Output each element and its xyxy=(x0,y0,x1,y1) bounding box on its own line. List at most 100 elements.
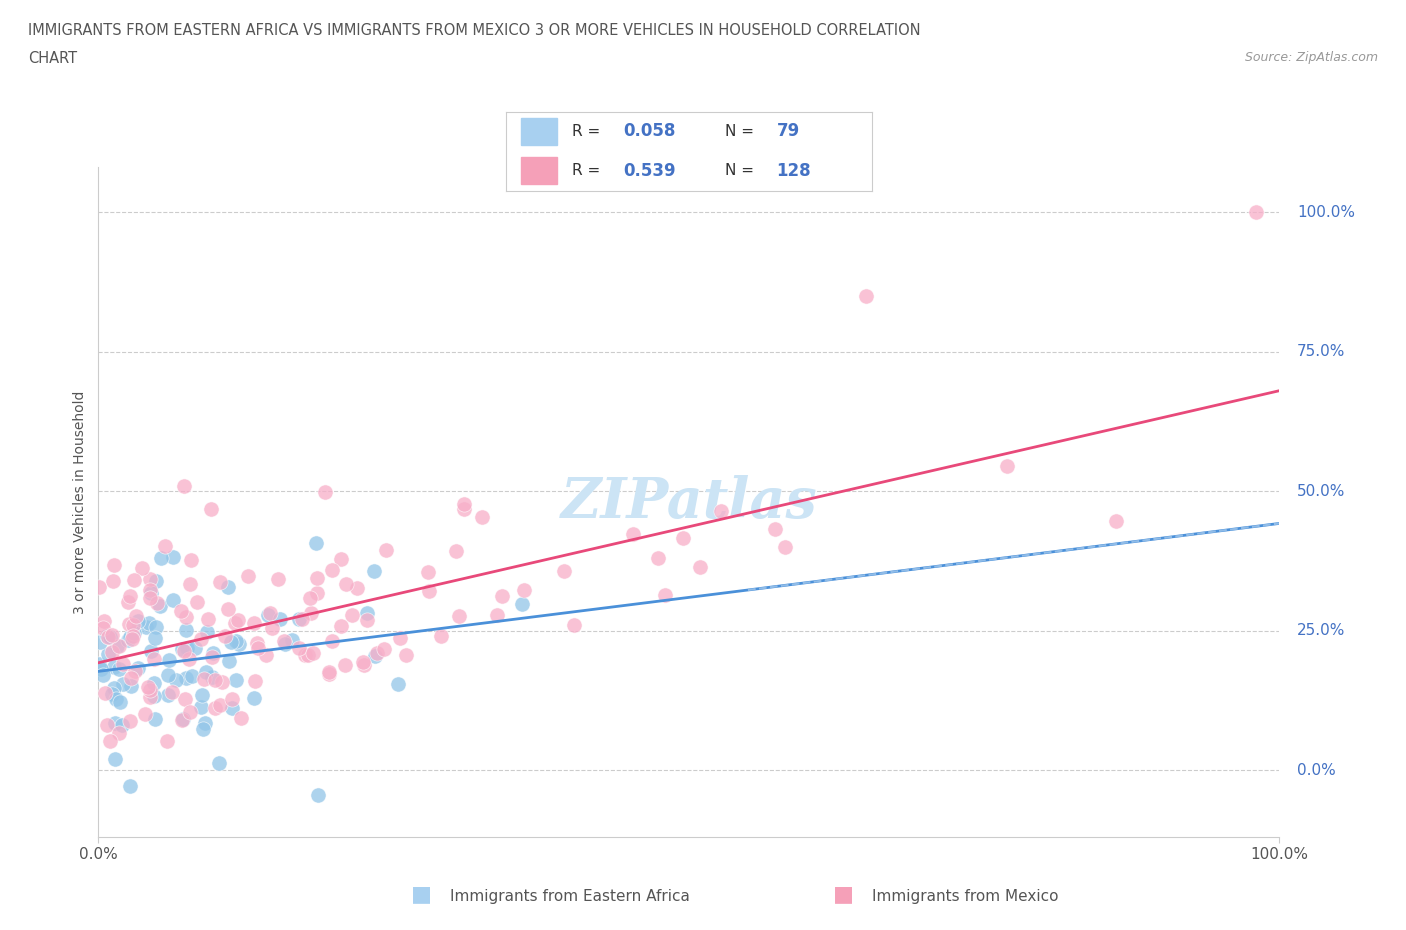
Point xyxy=(94,685,117,700)
Point xyxy=(138,572,160,587)
Text: 79: 79 xyxy=(776,123,800,140)
Point xyxy=(510,596,533,611)
Point xyxy=(104,751,127,766)
Point xyxy=(139,583,162,598)
Point xyxy=(307,788,329,803)
Point xyxy=(179,651,201,666)
Point xyxy=(121,631,143,646)
Point xyxy=(190,631,212,646)
Point xyxy=(267,572,290,587)
Point xyxy=(120,671,142,685)
Text: 50.0%: 50.0% xyxy=(1298,484,1346,498)
Point xyxy=(200,502,222,517)
Text: ■: ■ xyxy=(834,884,853,904)
Point xyxy=(281,632,304,647)
Point xyxy=(139,644,162,658)
Point xyxy=(364,648,387,663)
Point xyxy=(471,510,494,525)
Point xyxy=(111,718,134,733)
Point xyxy=(87,657,110,671)
Point xyxy=(621,526,644,541)
Point xyxy=(103,659,125,674)
Point xyxy=(165,673,187,688)
Point xyxy=(387,677,409,692)
Text: 75.0%: 75.0% xyxy=(1298,344,1346,359)
Point xyxy=(287,612,309,627)
Point xyxy=(995,458,1018,473)
Point xyxy=(93,613,115,628)
Point xyxy=(162,593,184,608)
Point xyxy=(103,558,125,573)
Text: R =: R = xyxy=(572,124,605,139)
Point xyxy=(103,681,125,696)
Point xyxy=(224,616,246,631)
Point xyxy=(373,642,395,657)
Point xyxy=(97,647,120,662)
Point xyxy=(191,688,214,703)
Point xyxy=(418,584,440,599)
Point xyxy=(108,639,131,654)
Point xyxy=(243,616,266,631)
Point xyxy=(447,608,470,623)
Point xyxy=(654,588,676,603)
Text: Source: ZipAtlas.com: Source: ZipAtlas.com xyxy=(1244,51,1378,64)
Point xyxy=(89,635,111,650)
Point xyxy=(124,608,146,623)
Point xyxy=(366,645,388,660)
Point xyxy=(254,647,277,662)
Point xyxy=(112,676,135,691)
Point xyxy=(118,617,141,631)
Point xyxy=(318,664,340,679)
Point xyxy=(124,664,146,679)
Point xyxy=(446,543,468,558)
Point xyxy=(120,589,142,604)
Point xyxy=(170,642,193,657)
Point xyxy=(218,602,240,617)
Point xyxy=(143,631,166,645)
Point xyxy=(162,550,184,565)
Point xyxy=(329,551,352,566)
Point xyxy=(221,635,243,650)
Point xyxy=(335,577,357,591)
Point xyxy=(156,687,179,702)
Point xyxy=(156,734,179,749)
Point xyxy=(291,611,314,626)
Text: 0.539: 0.539 xyxy=(623,162,676,179)
Point xyxy=(231,711,253,725)
Point xyxy=(763,522,786,537)
Point xyxy=(689,560,711,575)
Point xyxy=(195,664,218,679)
Point xyxy=(321,634,343,649)
Point xyxy=(257,608,280,623)
Point xyxy=(262,621,284,636)
Point xyxy=(131,561,153,576)
Point xyxy=(321,562,343,577)
Text: 100.0%: 100.0% xyxy=(1298,205,1355,219)
Point xyxy=(195,624,218,639)
Point xyxy=(138,616,160,631)
Point xyxy=(118,779,141,794)
Point xyxy=(112,656,135,671)
Point xyxy=(416,565,439,579)
Point xyxy=(512,583,534,598)
Point xyxy=(172,712,194,727)
Point xyxy=(117,632,139,647)
Point xyxy=(238,569,260,584)
Point xyxy=(647,551,669,565)
Point xyxy=(121,629,143,644)
Point xyxy=(201,645,224,660)
Point xyxy=(180,552,202,567)
Point xyxy=(98,630,121,644)
Point xyxy=(243,674,266,689)
Text: 0.0%: 0.0% xyxy=(1298,763,1336,777)
Point xyxy=(157,653,180,668)
Point xyxy=(430,629,453,644)
Point xyxy=(127,660,149,675)
Point xyxy=(356,613,378,628)
Point xyxy=(553,564,575,578)
Point xyxy=(174,622,197,637)
Point xyxy=(135,620,157,635)
Point xyxy=(134,707,156,722)
Bar xyxy=(520,157,557,184)
Point xyxy=(143,711,166,726)
